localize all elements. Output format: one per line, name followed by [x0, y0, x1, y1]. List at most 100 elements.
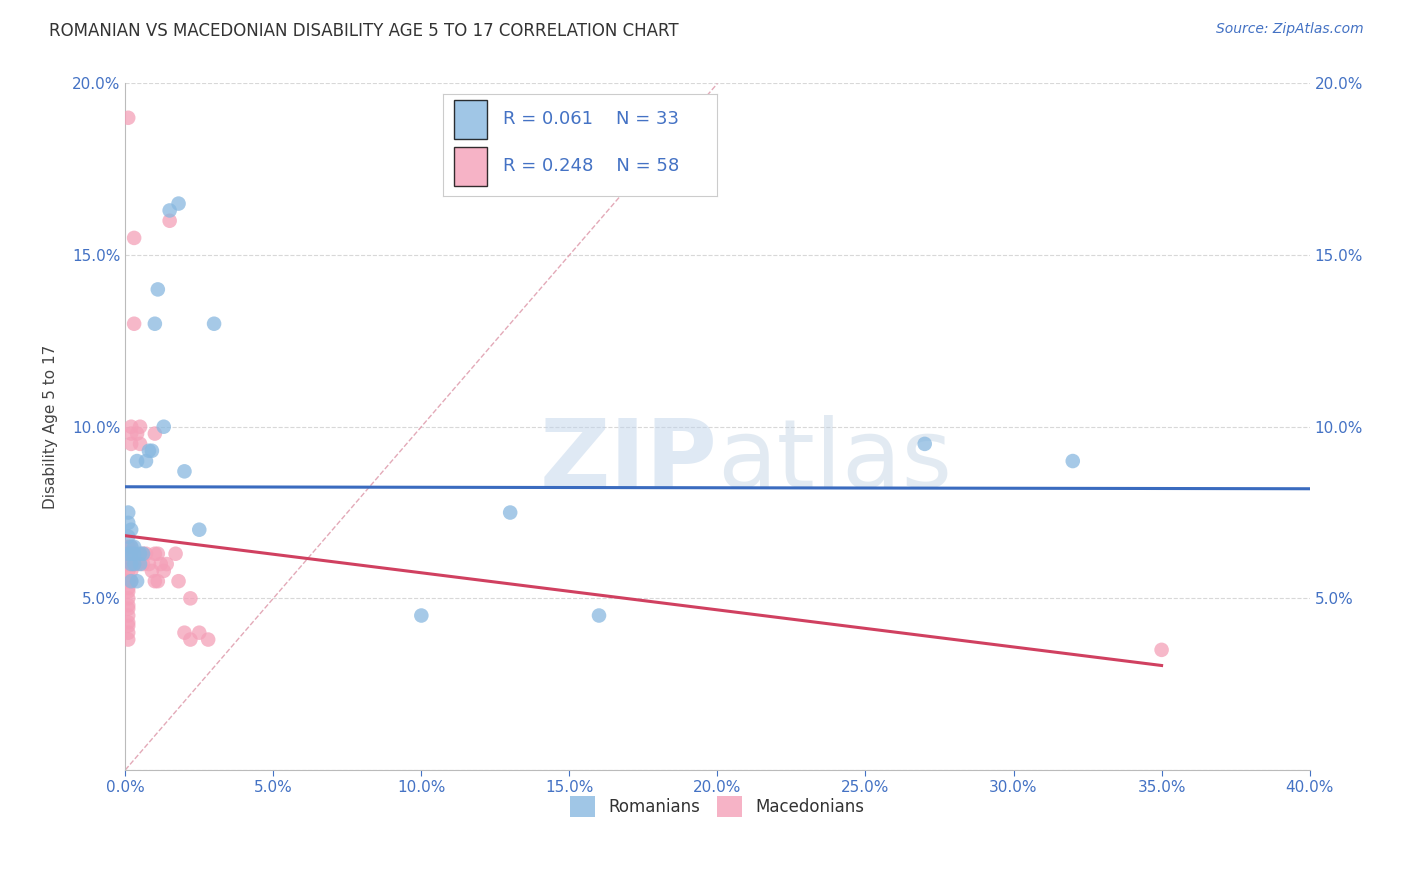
Point [179, 591, 201, 606]
Point [129, 547, 152, 561]
Point [127, 426, 149, 441]
Point [143, 426, 166, 441]
Point [117, 111, 139, 125]
Text: R = 0.061    N = 33: R = 0.061 N = 33 [503, 111, 679, 128]
Point [117, 619, 139, 633]
Point [117, 557, 139, 571]
Point [1062, 454, 1084, 468]
Point [117, 557, 139, 571]
FancyBboxPatch shape [454, 147, 486, 186]
Point [120, 523, 142, 537]
Point [141, 564, 163, 578]
Point [173, 464, 195, 478]
Point [197, 632, 219, 647]
Point [146, 574, 169, 589]
Point [135, 454, 157, 468]
Point [120, 574, 142, 589]
Point [122, 547, 145, 561]
Point [122, 557, 145, 571]
Point [120, 419, 142, 434]
Text: Source: ZipAtlas.com: Source: ZipAtlas.com [1216, 22, 1364, 37]
Point [129, 557, 152, 571]
Point [167, 574, 190, 589]
Point [127, 454, 149, 468]
Point [117, 547, 139, 561]
Point [159, 213, 181, 227]
Point [117, 601, 139, 615]
Point [914, 437, 936, 451]
Point [167, 196, 190, 211]
Point [127, 557, 149, 571]
Point [120, 547, 142, 561]
Point [117, 591, 139, 606]
Point [143, 317, 166, 331]
Point [141, 443, 163, 458]
Text: ROMANIAN VS MACEDONIAN DISABILITY AGE 5 TO 17 CORRELATION CHART: ROMANIAN VS MACEDONIAN DISABILITY AGE 5 … [49, 22, 679, 40]
Point [122, 317, 145, 331]
Point [188, 523, 211, 537]
Point [117, 574, 139, 589]
Point [152, 564, 174, 578]
Text: atlas: atlas [717, 415, 953, 508]
Point [117, 564, 139, 578]
Point [135, 547, 157, 561]
Point [120, 564, 142, 578]
Point [120, 540, 142, 554]
Point [159, 203, 181, 218]
Point [179, 632, 201, 647]
Point [129, 419, 152, 434]
Point [588, 608, 610, 623]
Point [499, 506, 522, 520]
Point [120, 547, 142, 561]
Point [117, 547, 139, 561]
Point [149, 557, 172, 571]
Point [117, 530, 139, 544]
Point [202, 317, 225, 331]
Point [117, 599, 139, 613]
Point [117, 516, 139, 530]
Point [188, 625, 211, 640]
Point [122, 547, 145, 561]
Point [122, 231, 145, 245]
Point [122, 540, 145, 554]
Point [143, 547, 166, 561]
Point [120, 426, 142, 441]
Point [138, 443, 160, 458]
FancyBboxPatch shape [454, 100, 486, 139]
Point [156, 557, 179, 571]
Point [129, 437, 152, 451]
Point [117, 540, 139, 554]
Point [146, 547, 169, 561]
Point [117, 547, 139, 561]
Point [143, 574, 166, 589]
Point [117, 584, 139, 599]
Point [117, 574, 139, 589]
Point [117, 540, 139, 554]
Point [127, 574, 149, 589]
Point [411, 608, 433, 623]
Point [152, 419, 174, 434]
Point [117, 608, 139, 623]
Point [138, 557, 160, 571]
Point [120, 557, 142, 571]
Point [173, 625, 195, 640]
Point [165, 547, 187, 561]
Point [122, 557, 145, 571]
Point [120, 437, 142, 451]
Y-axis label: Disability Age 5 to 17: Disability Age 5 to 17 [44, 344, 58, 508]
Point [117, 581, 139, 595]
Point [120, 557, 142, 571]
Point [117, 506, 139, 520]
Point [132, 557, 155, 571]
Point [146, 282, 169, 296]
Point [132, 547, 155, 561]
Point [120, 574, 142, 589]
Legend: Romanians, Macedonians: Romanians, Macedonians [564, 789, 872, 823]
Point [120, 540, 142, 554]
Point [117, 625, 139, 640]
Text: ZIP: ZIP [540, 415, 717, 508]
Point [1150, 643, 1173, 657]
Text: R = 0.248    N = 58: R = 0.248 N = 58 [503, 158, 679, 176]
Point [117, 615, 139, 630]
Point [132, 547, 155, 561]
